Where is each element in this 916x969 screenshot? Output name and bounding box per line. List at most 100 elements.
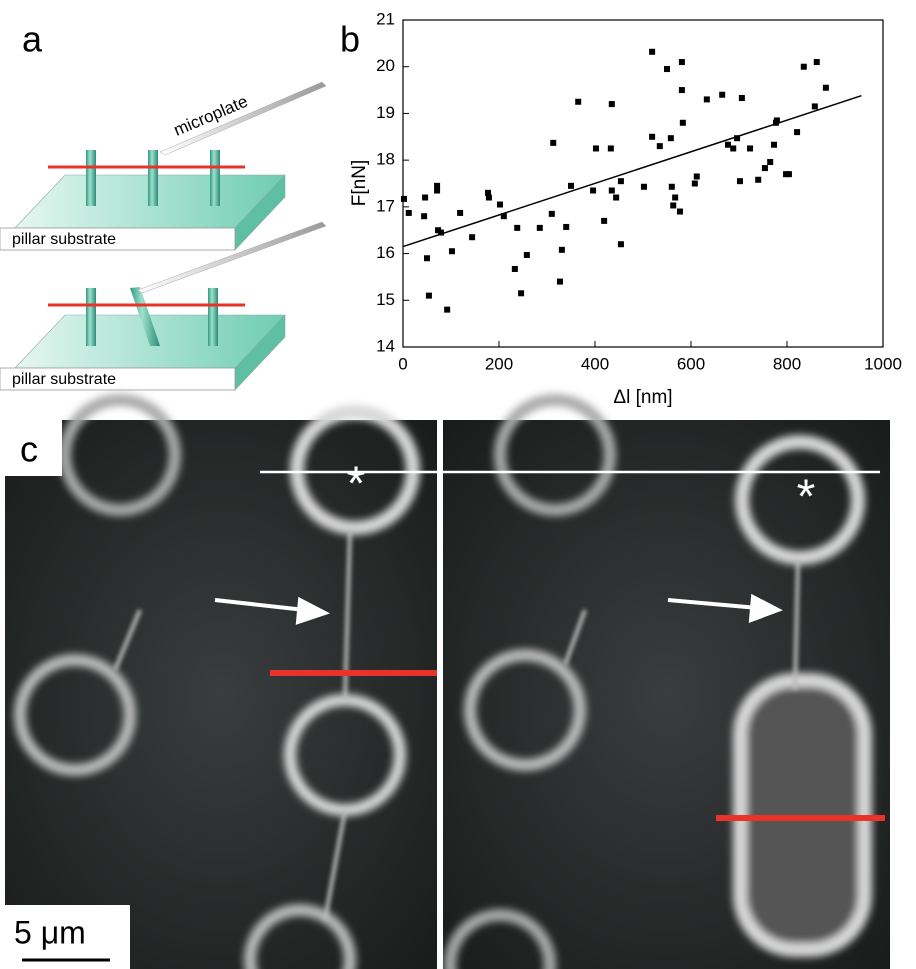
y-tick-label: 14 bbox=[376, 336, 395, 355]
point bbox=[618, 178, 624, 184]
point bbox=[680, 120, 686, 126]
x-tick-label: 1000 bbox=[864, 354, 902, 373]
point bbox=[801, 64, 807, 70]
point bbox=[609, 101, 615, 107]
point bbox=[737, 178, 743, 184]
pillar bbox=[148, 150, 158, 206]
panel-a: a pillar substrate microplate pillar sub… bbox=[0, 19, 326, 390]
x-tick-label: 400 bbox=[581, 354, 609, 373]
x-tick-label: 600 bbox=[677, 354, 705, 373]
point bbox=[593, 145, 599, 151]
substrate-label: pillar substrate bbox=[12, 231, 116, 248]
point bbox=[559, 247, 565, 253]
point bbox=[679, 59, 685, 65]
marker: * bbox=[347, 458, 366, 511]
point bbox=[550, 140, 556, 146]
point bbox=[767, 159, 773, 165]
micrograph bbox=[5, 420, 437, 969]
point bbox=[762, 165, 768, 171]
point bbox=[518, 290, 524, 296]
point bbox=[444, 307, 450, 313]
y-tick-label: 19 bbox=[376, 103, 395, 122]
point bbox=[649, 49, 655, 55]
point bbox=[609, 188, 615, 194]
point bbox=[786, 171, 792, 177]
point bbox=[568, 183, 574, 189]
point bbox=[719, 92, 725, 98]
panel-label: a bbox=[22, 19, 43, 60]
point bbox=[657, 143, 663, 149]
marker: * bbox=[797, 471, 816, 524]
pillar bbox=[208, 288, 218, 346]
point bbox=[486, 195, 492, 201]
point bbox=[549, 211, 555, 217]
point bbox=[670, 202, 676, 208]
point bbox=[514, 225, 520, 231]
point bbox=[537, 225, 543, 231]
point bbox=[812, 103, 818, 109]
substrate-label: pillar substrate bbox=[12, 371, 116, 388]
point bbox=[679, 87, 685, 93]
point bbox=[794, 129, 800, 135]
point bbox=[730, 145, 736, 151]
fit-line bbox=[403, 96, 861, 247]
point bbox=[449, 248, 455, 254]
point bbox=[672, 195, 678, 201]
y-tick-label: 15 bbox=[376, 290, 395, 309]
point bbox=[747, 145, 753, 151]
y-tick-label: 18 bbox=[376, 150, 395, 169]
point bbox=[704, 96, 710, 102]
point bbox=[424, 255, 430, 261]
point bbox=[669, 184, 675, 190]
point bbox=[692, 181, 698, 187]
y-tick-label: 16 bbox=[376, 243, 395, 262]
point bbox=[434, 188, 440, 194]
panel-b: b F[nN] Δl [nm] 0 200 400 600 800 1000 14 15 16 1… bbox=[340, 9, 902, 408]
point bbox=[694, 173, 700, 179]
point bbox=[469, 234, 475, 240]
panel-label: b bbox=[340, 19, 360, 60]
point bbox=[613, 195, 619, 201]
point bbox=[677, 209, 683, 215]
x-tick-label: 200 bbox=[485, 354, 513, 373]
figure: a pillar substrate microplate pillar sub… bbox=[0, 0, 916, 969]
point bbox=[771, 142, 777, 148]
point bbox=[512, 266, 518, 272]
x-axis-label: Δl [nm] bbox=[613, 387, 672, 408]
point bbox=[725, 142, 731, 148]
point bbox=[406, 210, 412, 216]
panel-label: c bbox=[20, 429, 38, 470]
x-tick-label: 800 bbox=[773, 354, 801, 373]
y-tick-label: 17 bbox=[376, 196, 395, 215]
x-tick-label: 0 bbox=[398, 354, 407, 373]
point bbox=[608, 145, 614, 151]
point bbox=[590, 188, 596, 194]
point bbox=[755, 177, 761, 183]
plot-frame bbox=[403, 20, 883, 347]
point bbox=[814, 59, 820, 65]
point bbox=[601, 218, 607, 224]
y-axis-label: F[nN] bbox=[349, 160, 370, 206]
separator bbox=[437, 420, 443, 969]
point bbox=[563, 224, 569, 230]
point bbox=[668, 135, 674, 141]
y-tick-label: 20 bbox=[376, 56, 395, 75]
pillar bbox=[86, 150, 96, 206]
point bbox=[422, 195, 428, 201]
point bbox=[641, 184, 647, 190]
point bbox=[739, 95, 745, 101]
point bbox=[575, 99, 581, 105]
point bbox=[457, 210, 463, 216]
pillar bbox=[210, 150, 220, 206]
point bbox=[421, 213, 427, 219]
y-tick-label: 21 bbox=[376, 9, 395, 28]
panel-c: * * c 5 μm bbox=[0, 400, 890, 969]
point bbox=[823, 85, 829, 91]
point bbox=[401, 196, 407, 202]
point bbox=[649, 134, 655, 140]
pillar bbox=[86, 288, 96, 346]
point bbox=[426, 293, 432, 299]
point bbox=[664, 66, 670, 72]
point bbox=[497, 202, 503, 208]
point bbox=[524, 252, 530, 258]
